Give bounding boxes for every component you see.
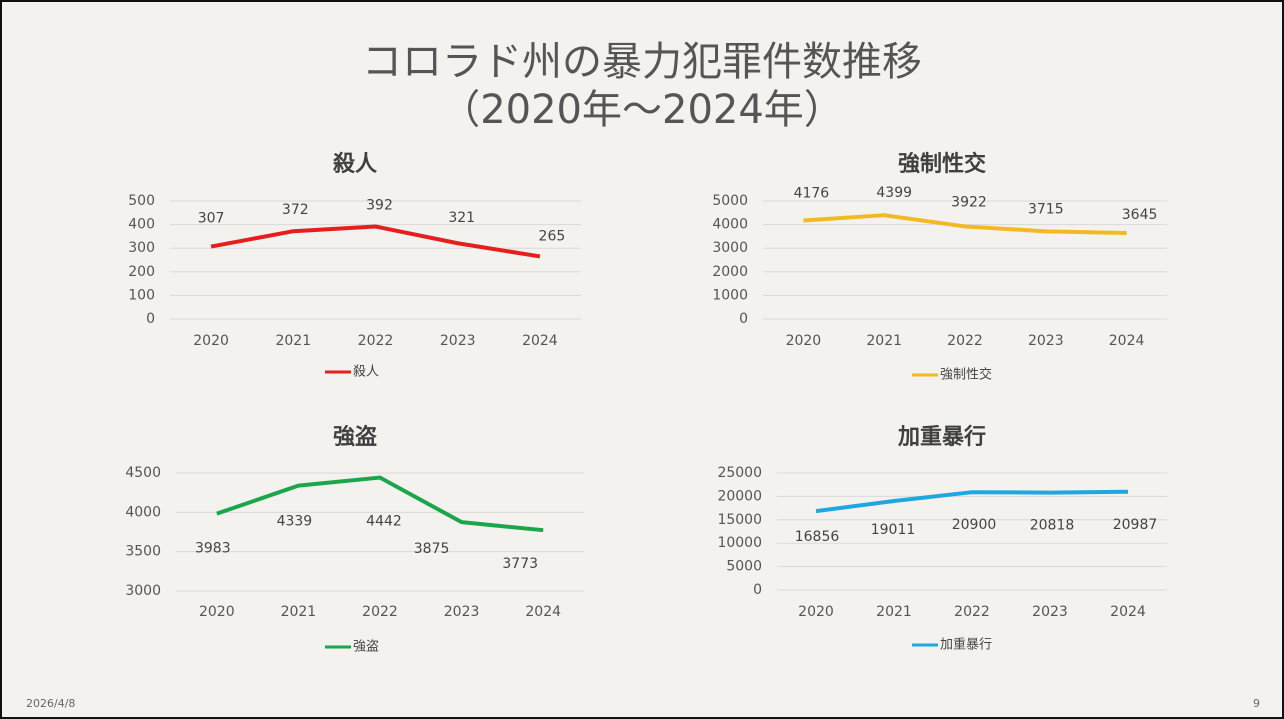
- y-tick-label: 25000: [717, 465, 762, 481]
- data-label: 20900: [952, 517, 997, 533]
- series-line: [216, 475, 544, 533]
- date: 2026/4/8: [26, 697, 75, 710]
- slide-title: （2020年～2024年）: [440, 87, 844, 133]
- data-label: 20818: [1030, 518, 1075, 534]
- data-label: 265: [539, 228, 566, 244]
- y-tick-label: 5000: [712, 193, 748, 209]
- x-tick-label: 2021: [866, 333, 902, 349]
- y-tick-label: 20000: [717, 488, 762, 504]
- data-label: 3645: [1122, 207, 1158, 223]
- y-tick-label: 4500: [125, 465, 161, 481]
- y-tick-label: 400: [128, 217, 155, 233]
- y-tick-label: 5000: [726, 559, 762, 575]
- x-tick-label: 2023: [440, 333, 476, 349]
- y-tick-label: 4000: [125, 504, 161, 520]
- series-line: [803, 213, 1127, 235]
- y-tick-label: 0: [753, 582, 762, 598]
- y-tick-label: 500: [128, 193, 155, 209]
- data-label: 20987: [1113, 517, 1158, 533]
- slide-title: コロラド州の暴力犯罪件数推移: [362, 39, 922, 85]
- y-tick-label: 3000: [125, 583, 161, 599]
- data-label: 3715: [1028, 201, 1064, 217]
- data-label: 392: [366, 197, 393, 213]
- y-tick-label: 0: [739, 311, 748, 327]
- x-tick-label: 2020: [798, 604, 834, 620]
- y-tick-label: 15000: [717, 512, 762, 528]
- series-line: [210, 224, 541, 259]
- chart-title: 強制性交: [898, 151, 986, 177]
- chart-title: 加重暴行: [897, 424, 986, 450]
- y-tick-label: 300: [128, 240, 155, 256]
- x-tick-label: 2020: [199, 604, 235, 620]
- x-tick-label: 2024: [522, 333, 558, 349]
- y-tick-label: 3500: [125, 544, 161, 560]
- data-label: 4399: [876, 185, 912, 201]
- x-tick-label: 2022: [954, 604, 990, 620]
- x-tick-label: 2023: [1032, 604, 1068, 620]
- y-tick-label: 0: [146, 311, 155, 327]
- data-label: 3773: [502, 556, 538, 572]
- y-tick-label: 4000: [712, 217, 748, 233]
- x-tick-label: 2022: [358, 333, 394, 349]
- x-tick-label: 2024: [1110, 604, 1146, 620]
- data-label: 321: [448, 210, 475, 226]
- x-tick-label: 2024: [525, 604, 561, 620]
- y-tick-label: 2000: [712, 264, 748, 280]
- x-tick-label: 2022: [362, 604, 398, 620]
- y-tick-label: 3000: [712, 240, 748, 256]
- chart-title: 強盗: [333, 424, 377, 450]
- x-tick-label: 2023: [1028, 333, 1064, 349]
- x-tick-label: 2020: [786, 333, 822, 349]
- x-tick-label: 2021: [876, 604, 912, 620]
- y-tick-label: 1000: [712, 287, 748, 303]
- data-label: 3875: [414, 541, 450, 557]
- series-line: [815, 489, 1129, 514]
- data-label: 3922: [951, 194, 987, 210]
- legend-label: 強盗: [353, 639, 379, 655]
- y-tick-label: 200: [128, 264, 155, 280]
- x-tick-label: 2022: [947, 333, 983, 349]
- legend-label: 強制性交: [940, 367, 992, 383]
- data-label: 4176: [794, 185, 830, 201]
- x-tick-label: 2023: [444, 604, 480, 620]
- data-label: 19011: [871, 522, 916, 538]
- data-label: 307: [198, 211, 225, 227]
- x-tick-label: 2024: [1109, 333, 1145, 349]
- page-number: 9: [1253, 697, 1260, 710]
- data-label: 372: [282, 202, 309, 218]
- data-label: 4442: [366, 514, 402, 530]
- y-tick-label: 100: [128, 287, 155, 303]
- x-tick-label: 2020: [193, 333, 229, 349]
- data-label: 16856: [795, 529, 840, 545]
- x-tick-label: 2021: [281, 604, 317, 620]
- legend-label: 加重暴行: [940, 637, 992, 653]
- data-label: 4339: [277, 514, 313, 530]
- chart-title: 殺人: [333, 151, 377, 177]
- y-tick-label: 10000: [717, 535, 762, 551]
- legend-label: 殺人: [353, 365, 379, 380]
- data-label: 3983: [195, 541, 231, 557]
- x-tick-label: 2021: [275, 333, 311, 349]
